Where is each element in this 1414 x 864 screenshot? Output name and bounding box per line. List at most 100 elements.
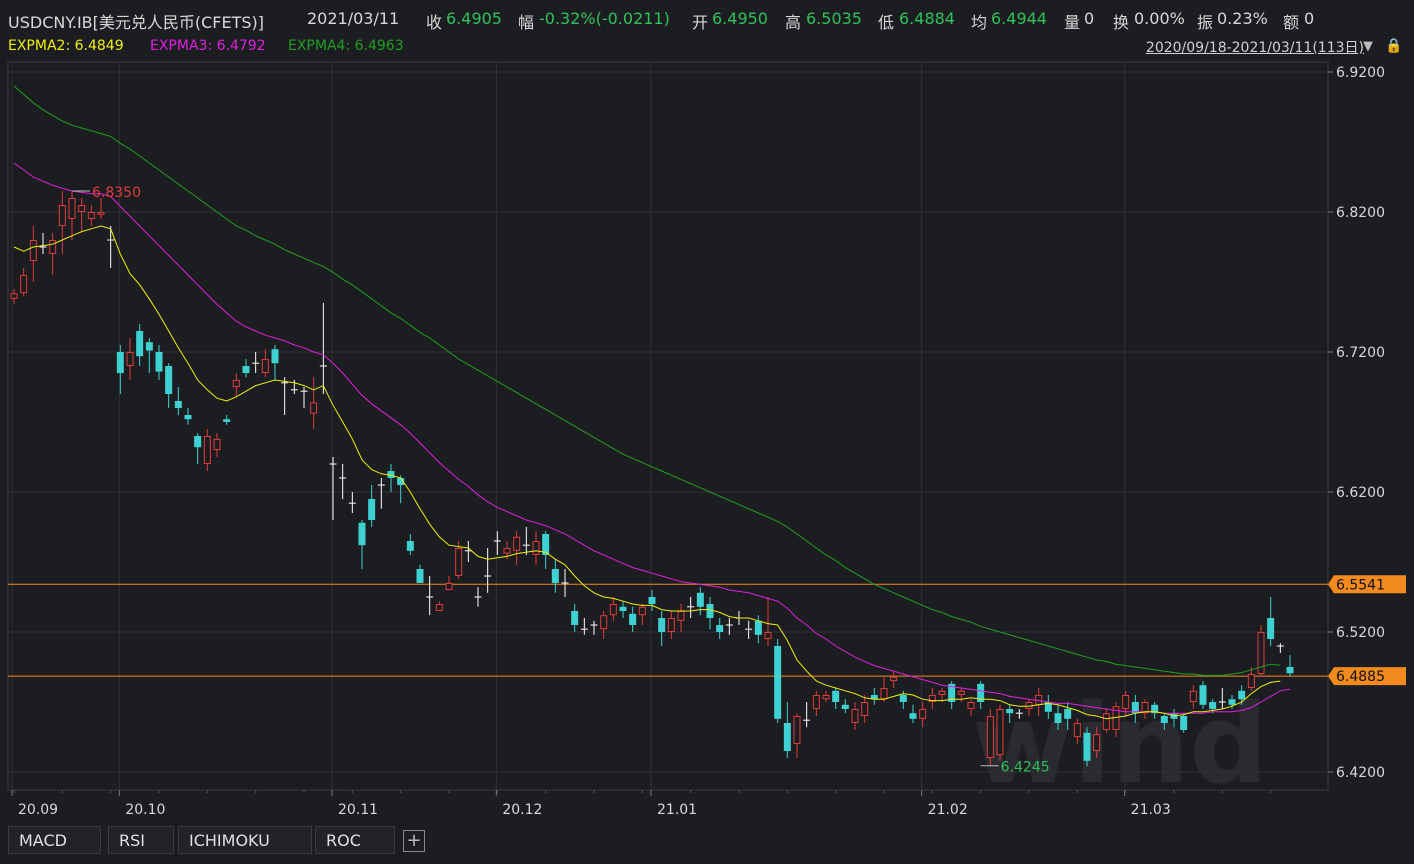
y-tick-label: 6.6200	[1336, 485, 1385, 501]
candle-body	[387, 471, 395, 478]
candle-body	[977, 683, 985, 702]
x-tick-label: 20.10	[125, 802, 165, 818]
candle-body	[948, 683, 956, 702]
y-tick-label: 6.9200	[1336, 65, 1385, 81]
x-axis: 20.09 20.10 20.11 20.12 21.01 21.02 21.03	[11, 790, 1272, 818]
candle-body	[619, 606, 627, 611]
tab-macd[interactable]: MACD	[8, 826, 101, 854]
reference-lines: 6.5541 6.4885	[8, 575, 1406, 686]
triangle-down-icon[interactable]: ▼	[1363, 39, 1373, 54]
candle-body	[416, 569, 424, 583]
candle-body	[445, 583, 453, 590]
candle-body	[1073, 723, 1081, 737]
candle-body	[1141, 702, 1149, 714]
x-tick-label: 20.11	[338, 802, 378, 818]
close-value: 6.4905	[446, 9, 502, 28]
candle-body	[1247, 674, 1255, 688]
plot-frame	[7, 61, 1329, 791]
candle-body	[1180, 716, 1188, 730]
open-label: 开	[692, 13, 709, 32]
candle-body	[996, 709, 1004, 756]
candle-body	[145, 342, 153, 351]
candlestick-chart[interactable]: wind 6.5541 6.4885 6.9200 6.8200 6.7200 6.62…	[0, 0, 1414, 826]
candle-body	[184, 415, 192, 420]
plus-icon[interactable]: +	[403, 830, 425, 852]
candle-body	[677, 611, 685, 621]
expma2-legend: EXPMA2: 6.4849	[8, 38, 124, 54]
x-tick-label: 21.03	[1131, 802, 1171, 818]
amount-value: 0	[1304, 9, 1315, 28]
candle-body	[116, 352, 124, 373]
candle-body	[155, 352, 163, 372]
candle-body	[194, 436, 202, 448]
candle-body	[1064, 709, 1072, 719]
reference-line-tag	[1328, 667, 1406, 686]
expma2-line	[13, 225, 1281, 720]
candle-body	[870, 695, 878, 700]
candle-body	[851, 709, 859, 723]
candle-body	[358, 522, 366, 546]
candle-body	[793, 716, 801, 744]
candle-body	[1006, 709, 1014, 714]
candle-body	[310, 402, 318, 414]
candle-body	[1257, 632, 1265, 674]
candle-body	[638, 606, 646, 616]
candle-body	[174, 401, 182, 408]
candle-body	[435, 604, 443, 611]
indicator-tabs: MACD RSI ICHIMOKU ROC +	[0, 826, 1414, 856]
candle-body	[783, 723, 791, 751]
candle-body	[812, 695, 820, 709]
candle-body	[1151, 704, 1159, 714]
candle-body	[716, 625, 724, 632]
symbol-label: USDCNY.IB[美元兑人民币(CFETS)]	[8, 13, 265, 32]
low-label: 低	[878, 13, 895, 32]
candle-body	[58, 205, 66, 226]
quote-header: USDCNY.IB[美元兑人民币(CFETS)] 2021/03/11 收 6.…	[0, 0, 1414, 36]
tab-ichimoku[interactable]: ICHIMOKU	[178, 826, 312, 854]
tab-roc[interactable]: ROC	[315, 826, 395, 854]
reference-line-label: 6.4885	[1336, 669, 1385, 685]
candle-body	[87, 212, 95, 219]
high-value: 6.5035	[806, 9, 862, 28]
low-value: 6.4884	[899, 9, 955, 28]
candle-body	[841, 704, 849, 709]
candle-body	[1286, 667, 1294, 674]
change-label: 幅	[518, 13, 535, 32]
candle-body	[1238, 690, 1246, 700]
candle-body	[938, 690, 946, 695]
candle-body	[648, 597, 656, 604]
lock-icon[interactable]: 🔒	[1385, 38, 1403, 54]
candle-body	[696, 592, 704, 607]
expma3-line	[13, 162, 1291, 714]
candle-body	[658, 618, 666, 632]
candle-body	[667, 618, 675, 632]
candle-body	[261, 359, 269, 373]
close-label: 收	[426, 13, 443, 32]
x-tick-label: 21.01	[657, 802, 697, 818]
candle-body	[706, 604, 714, 618]
candle-body	[957, 690, 965, 695]
candle-body	[49, 240, 57, 254]
date-range-selector[interactable]: 2020/09/18-2021/03/11(113日)	[1145, 40, 1364, 56]
candle-body	[1267, 618, 1275, 639]
candle-body	[1199, 685, 1207, 705]
candle-body	[1228, 699, 1236, 705]
candle-body	[571, 611, 579, 625]
candle-body	[774, 646, 782, 719]
tab-rsi[interactable]: RSI	[108, 826, 174, 854]
reference-line-tag	[1328, 575, 1406, 594]
candle-body	[203, 436, 211, 464]
candle-body	[986, 716, 994, 758]
candle-body	[861, 702, 869, 716]
change-value: -0.32%(-0.0211)	[539, 9, 670, 28]
candle-body	[213, 438, 221, 450]
candle-body	[1160, 716, 1168, 723]
candle-body	[406, 541, 414, 551]
candle-body	[532, 541, 540, 555]
x-tick-label: 20.12	[502, 802, 542, 818]
candle-body	[10, 293, 18, 299]
candle-body	[542, 534, 550, 555]
candle-body	[600, 615, 608, 630]
amplitude-value: 0.23%	[1217, 9, 1268, 28]
y-tick-label: 6.5200	[1336, 625, 1385, 641]
